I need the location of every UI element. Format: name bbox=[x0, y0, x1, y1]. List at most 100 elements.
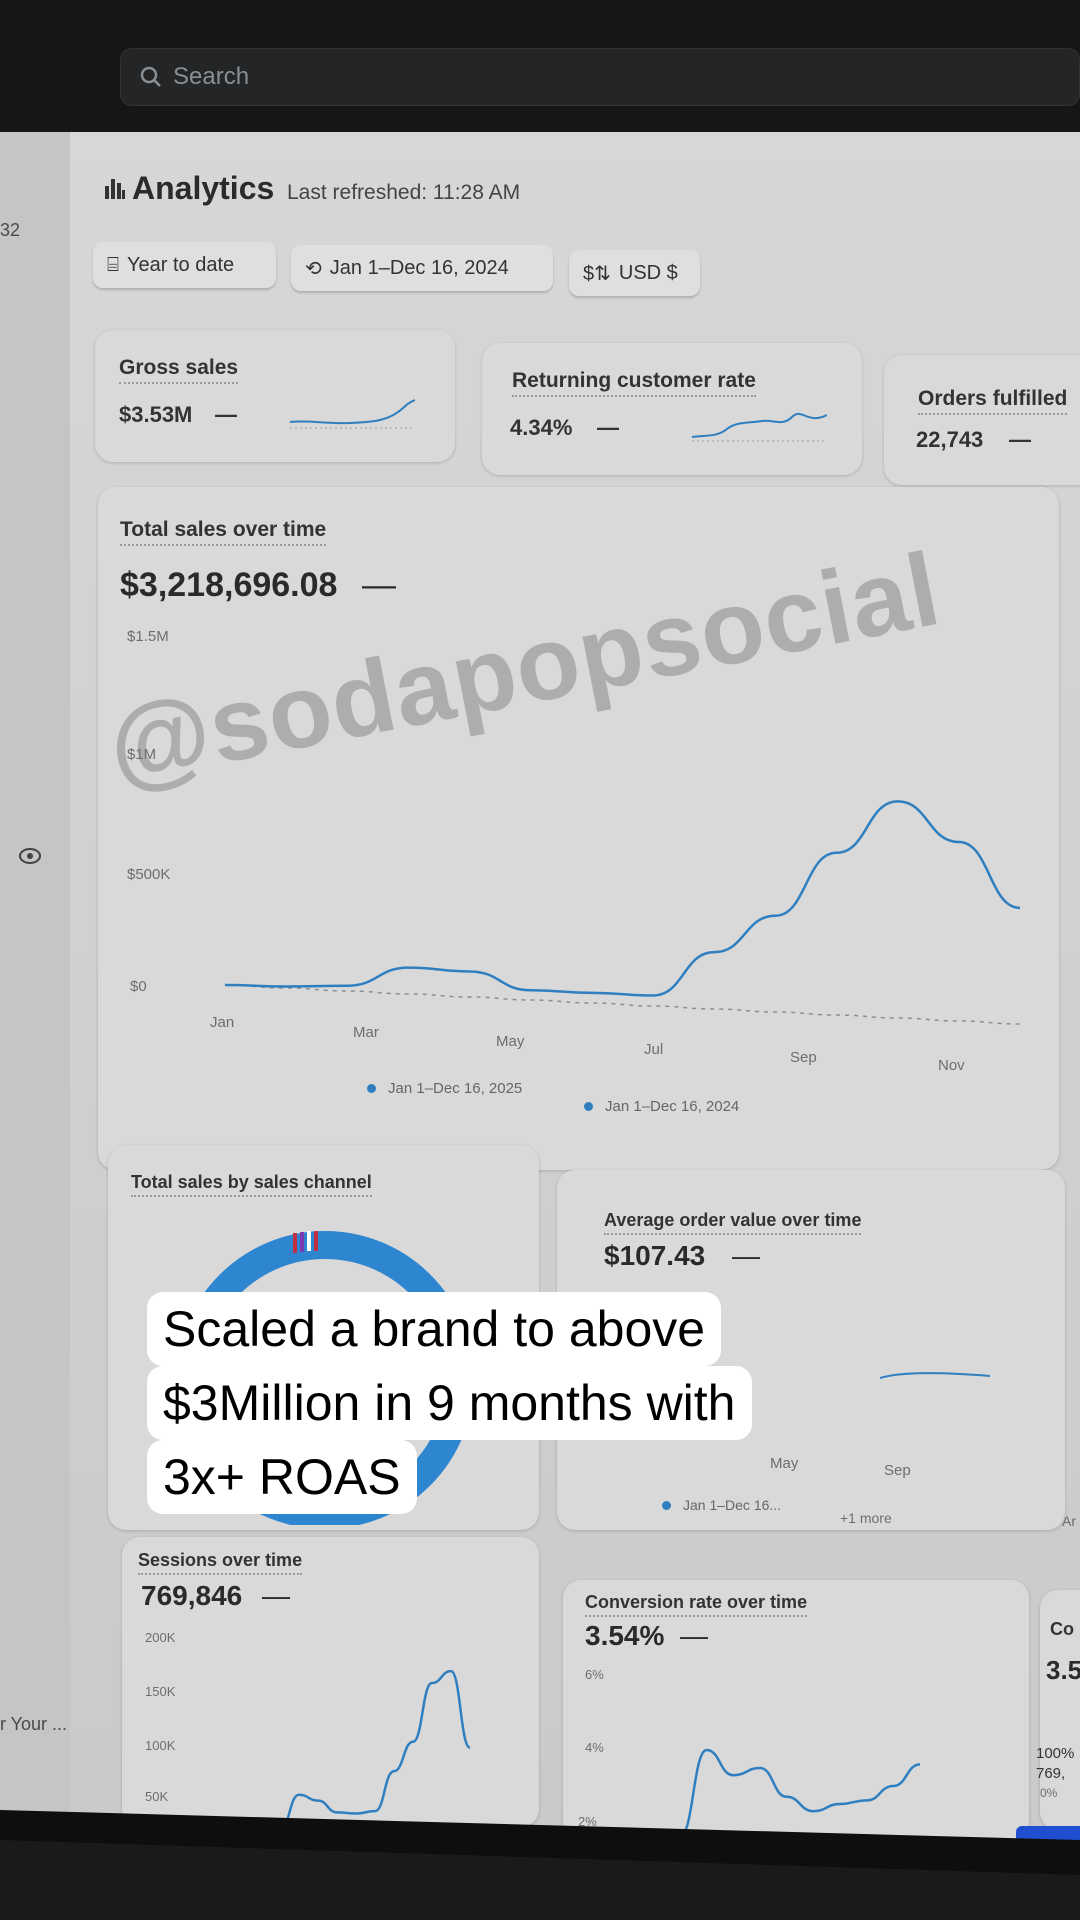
search-input[interactable]: Search bbox=[120, 48, 1080, 106]
donut-segment bbox=[307, 1231, 311, 1251]
metric-card-returning-rate[interactable]: Returning customer rate 4.34% — bbox=[482, 343, 862, 475]
legend-label: Jan 1–Dec 16... bbox=[683, 1497, 782, 1513]
total-sales-change: — bbox=[362, 566, 396, 604]
aov-value: $107.43 bbox=[604, 1240, 706, 1271]
currency-label: USD $ bbox=[618, 261, 678, 284]
right-card-title: Co bbox=[1050, 1619, 1074, 1639]
x-tick: Sep bbox=[884, 1462, 911, 1479]
x-tick: May bbox=[496, 1033, 525, 1050]
series-line-2025 bbox=[224, 800, 1021, 997]
sidebar-item-your[interactable]: r Your ... bbox=[0, 1714, 68, 1734]
compare-range-button[interactable]: ⟲ Jan 1–Dec 16, 2024 bbox=[291, 245, 553, 291]
right-card-row: 100% bbox=[1036, 1745, 1075, 1762]
metric-label: Returning customer rate bbox=[512, 369, 756, 397]
y-tick: 100K bbox=[145, 1738, 176, 1753]
aov-legend-item[interactable]: Jan 1–Dec 16... bbox=[662, 1497, 781, 1513]
eye-icon[interactable] bbox=[18, 846, 42, 866]
metric-value: 4.34% bbox=[510, 415, 573, 440]
sparkline bbox=[290, 399, 415, 429]
caption-line: Scaled a brand to above bbox=[147, 1292, 722, 1366]
aov-change: — bbox=[732, 1240, 760, 1271]
y-tick: 6% bbox=[585, 1667, 604, 1682]
total-sales-title: Total sales over time bbox=[120, 518, 327, 546]
y-tick: $1M bbox=[127, 746, 157, 763]
y-tick: 150K bbox=[145, 1684, 176, 1699]
conversion-title: Conversion rate over time bbox=[585, 1592, 808, 1617]
currency-button[interactable]: $⇅ USD $ bbox=[569, 250, 700, 296]
right-card-label: Ar bbox=[1062, 1513, 1076, 1529]
legend-item-2024[interactable]: Jan 1–Dec 16, 2024 bbox=[584, 1098, 739, 1115]
sessions-title: Sessions over time bbox=[138, 1550, 303, 1575]
sessions-change: — bbox=[262, 1580, 290, 1611]
x-tick: Sep bbox=[790, 1049, 817, 1066]
legend-item-2025[interactable]: Jan 1–Dec 16, 2025 bbox=[367, 1080, 522, 1097]
metric-label: Orders fulfilled bbox=[918, 387, 1068, 415]
y-tick: 4% bbox=[585, 1740, 604, 1755]
total-sales-card bbox=[98, 487, 1059, 1170]
legend-label: Jan 1–Dec 16, 2024 bbox=[605, 1098, 740, 1115]
donut-segment bbox=[293, 1233, 297, 1253]
conversion-value: 3.54% bbox=[585, 1620, 665, 1651]
donut-segment bbox=[314, 1231, 318, 1251]
conversion-chart[interactable] bbox=[670, 1660, 930, 1850]
legend-more-link[interactable]: +1 more bbox=[840, 1510, 892, 1526]
x-tick: Jan bbox=[210, 1014, 235, 1031]
sidebar-badge: 32 bbox=[0, 220, 21, 240]
caption-line: 3x+ ROAS bbox=[147, 1440, 417, 1514]
metric-value: $3.53M bbox=[119, 402, 193, 427]
bar-chart-icon bbox=[105, 179, 125, 199]
x-tick: Nov bbox=[938, 1057, 965, 1074]
x-tick: Mar bbox=[353, 1024, 379, 1041]
monitor-bezel bbox=[0, 1810, 1080, 1920]
date-range-button[interactable]: ⌸ Year to date bbox=[93, 242, 276, 288]
x-tick: May bbox=[770, 1455, 799, 1472]
legend-dot bbox=[367, 1084, 376, 1093]
x-tick: Jul bbox=[644, 1041, 664, 1058]
calendar-compare-icon: ⟲ bbox=[305, 257, 322, 280]
currency-icon: $⇅ bbox=[583, 262, 611, 285]
aov-line bbox=[880, 1372, 991, 1379]
y-tick: 200K bbox=[145, 1630, 176, 1645]
search-icon bbox=[140, 66, 161, 87]
right-card-value: 3.5 bbox=[1046, 1655, 1080, 1685]
conversion-line bbox=[679, 1748, 921, 1838]
conversion-card bbox=[563, 1580, 1029, 1840]
y-tick: 50K bbox=[145, 1789, 169, 1804]
metric-card-gross-sales[interactable]: Gross sales $3.53M — bbox=[95, 330, 455, 462]
aov-title: Average order value over time bbox=[604, 1210, 862, 1235]
donut-segment bbox=[300, 1232, 304, 1252]
last-refreshed: Last refreshed: 11:28 AM bbox=[287, 181, 521, 204]
sidebar bbox=[0, 132, 70, 1832]
total-sales-value: $3,218,696.08 bbox=[120, 566, 338, 604]
metric-label: Gross sales bbox=[119, 356, 239, 384]
metric-change: — bbox=[215, 402, 237, 427]
date-range-label: Year to date bbox=[127, 253, 235, 276]
series-line-2024 bbox=[224, 984, 1021, 1025]
sessions-line bbox=[279, 1669, 472, 1830]
sessions-chart[interactable] bbox=[270, 1630, 510, 1830]
sessions-value: 769,846 bbox=[141, 1580, 243, 1611]
legend-dot bbox=[662, 1500, 671, 1510]
total-sales-chart[interactable] bbox=[200, 640, 1060, 1040]
metric-card-orders-fulfilled[interactable]: Orders fulfilled 22,743 — bbox=[884, 355, 1080, 485]
metric-value: 22,743 bbox=[916, 427, 984, 452]
legend-label: Jan 1–Dec 16, 2025 bbox=[388, 1080, 523, 1097]
page-title: Analytics bbox=[132, 170, 275, 206]
y-tick: 2% bbox=[578, 1814, 597, 1829]
sessions-card bbox=[122, 1537, 539, 1827]
calendar-icon: ⌸ bbox=[107, 253, 119, 276]
sparkline bbox=[692, 412, 827, 442]
y-tick: $500K bbox=[127, 866, 171, 883]
right-card-row: 769, bbox=[1036, 1765, 1066, 1782]
y-tick: $1.5M bbox=[127, 628, 169, 645]
sales-channel-title: Total sales by sales channel bbox=[131, 1172, 372, 1197]
caption-line: $3Million in 9 months with bbox=[147, 1366, 752, 1440]
compare-range-label: Jan 1–Dec 16, 2024 bbox=[329, 256, 509, 279]
search-placeholder: Search bbox=[173, 63, 250, 90]
metric-change: — bbox=[597, 415, 619, 440]
metric-change: — bbox=[1009, 427, 1031, 452]
conversion-change: — bbox=[680, 1620, 708, 1651]
right-partial-card bbox=[1040, 1590, 1080, 1830]
y-tick: $0 bbox=[130, 978, 147, 995]
right-card-row: 0% bbox=[1040, 1786, 1058, 1800]
